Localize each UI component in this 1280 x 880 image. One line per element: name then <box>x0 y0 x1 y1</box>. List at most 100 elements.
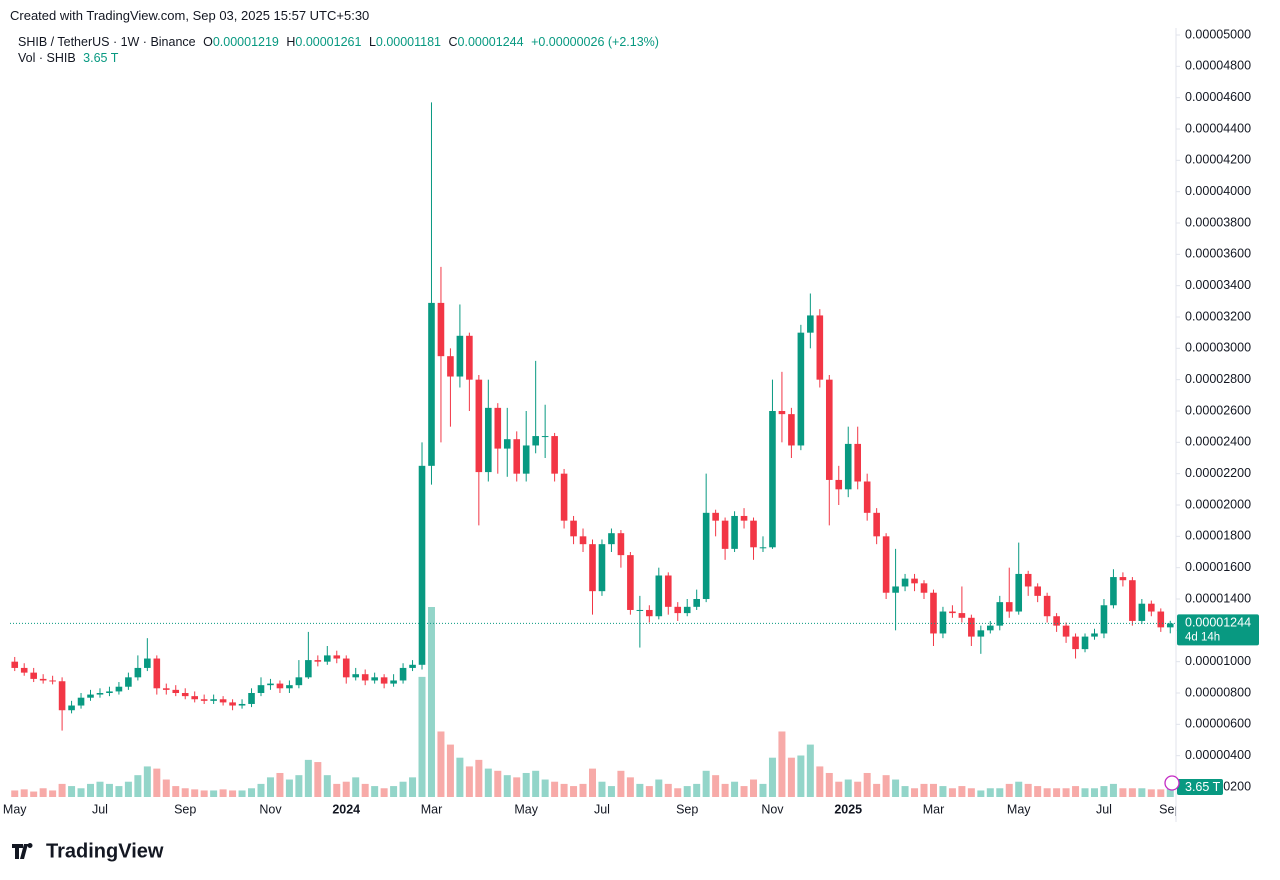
volume-bar <box>1005 783 1013 797</box>
y-tick-label: 0.00004600 <box>1185 90 1251 104</box>
candle-body <box>911 578 918 584</box>
y-tick-label: 0.00001800 <box>1185 529 1251 543</box>
badge <box>1164 775 1180 791</box>
candle-body <box>87 694 94 698</box>
candle-body <box>1091 633 1098 637</box>
symbol: SHIB / TetherUS · 1W · Binance <box>18 35 196 49</box>
candle-body <box>541 436 549 438</box>
candle-body <box>920 583 928 593</box>
x-tick-label: Jul <box>92 802 108 816</box>
volume-bar <box>229 790 237 797</box>
volume-bar <box>1062 788 1070 797</box>
volume-bar <box>465 766 473 797</box>
volume-bar <box>541 779 549 797</box>
volume-bar <box>693 783 701 797</box>
volume-box <box>1177 779 1223 795</box>
volume-bar <box>721 783 729 797</box>
volume-bar <box>797 755 805 797</box>
candle-body <box>532 436 539 446</box>
candle-body <box>987 625 994 631</box>
candle-body <box>740 515 748 521</box>
c-value: 0.00001244 <box>457 35 524 49</box>
candle-body <box>30 672 37 679</box>
volume-bar <box>1109 783 1117 797</box>
candle-body <box>1005 602 1013 612</box>
candle-body <box>371 677 378 681</box>
volume-bar <box>589 768 596 797</box>
x-tick-label: Sep <box>1159 802 1181 816</box>
volume-bar <box>948 788 956 797</box>
volume-bar <box>418 676 426 797</box>
candle-body <box>617 533 625 556</box>
volume-bar <box>1157 789 1165 797</box>
candle-body <box>399 667 407 681</box>
y-tick-label: 0.00004000 <box>1185 184 1251 198</box>
candle-body <box>930 592 937 634</box>
volume-bar <box>248 788 256 797</box>
price-label: 0.00001244 <box>1185 616 1251 630</box>
candle-body <box>1119 577 1127 581</box>
logo-icon <box>12 843 33 859</box>
candle-body <box>11 661 19 668</box>
volume-bar <box>929 783 937 797</box>
candle-body <box>1081 636 1089 650</box>
candle-body <box>1138 603 1146 621</box>
candle-body <box>257 685 265 693</box>
candle-body <box>949 611 956 614</box>
volume-bar <box>191 789 199 797</box>
volume-bar <box>825 772 833 797</box>
o-label: O <box>203 35 213 49</box>
volume-bar <box>333 783 341 797</box>
volume-bar <box>835 781 843 797</box>
y-tick-label: 0.00002000 <box>1185 497 1251 511</box>
volume-bar <box>920 783 928 797</box>
candle-body <box>835 479 843 490</box>
x-tick-label: Nov <box>259 802 282 816</box>
candle-body <box>210 699 217 701</box>
candle-body <box>181 692 189 697</box>
volume-bar <box>522 772 530 797</box>
volume-bar <box>731 781 739 797</box>
x-tick-label: May <box>3 802 27 816</box>
volume-bar <box>105 783 113 797</box>
x-tick-label: Mar <box>421 802 443 816</box>
candle-body <box>503 439 511 449</box>
volume-bar <box>200 790 208 797</box>
candle-body <box>1072 636 1079 650</box>
candle-body <box>68 705 75 711</box>
candle-body <box>712 512 719 521</box>
volume-bar <box>266 777 274 797</box>
volume-bar <box>1034 786 1042 797</box>
volume-bar <box>664 783 672 797</box>
volume-bar <box>778 731 786 797</box>
volume-bar <box>598 781 606 797</box>
candle-body <box>863 481 871 513</box>
candle-body <box>968 617 975 637</box>
volume-bar <box>958 786 966 797</box>
candle-body <box>750 520 757 548</box>
y-tick-label: 0.00002600 <box>1185 403 1251 417</box>
candle-body <box>1157 611 1165 628</box>
volume-bar <box>1053 788 1061 797</box>
y-tick-label: 0.00004200 <box>1185 153 1251 167</box>
volume-bar <box>759 783 767 797</box>
candle-body <box>361 674 369 681</box>
price-box <box>1177 614 1259 646</box>
y-tick-label: 0.00000400 <box>1185 748 1251 762</box>
volume-bar <box>409 777 417 797</box>
volume-bar <box>787 757 795 797</box>
volume-bar <box>143 766 151 797</box>
candle-body <box>825 379 833 480</box>
volume-bar <box>399 781 407 797</box>
volume-bar <box>181 788 189 797</box>
volume-bar <box>87 783 95 797</box>
candle-body <box>551 436 558 474</box>
candle-body <box>172 689 180 693</box>
candle-body <box>958 613 966 618</box>
volume-bar <box>390 786 398 797</box>
y-tick-label: 0.00001000 <box>1185 654 1251 668</box>
candle-body <box>1043 595 1051 617</box>
volume-bar <box>437 731 445 797</box>
candle-body <box>674 606 682 614</box>
candle-body <box>1053 616 1060 626</box>
